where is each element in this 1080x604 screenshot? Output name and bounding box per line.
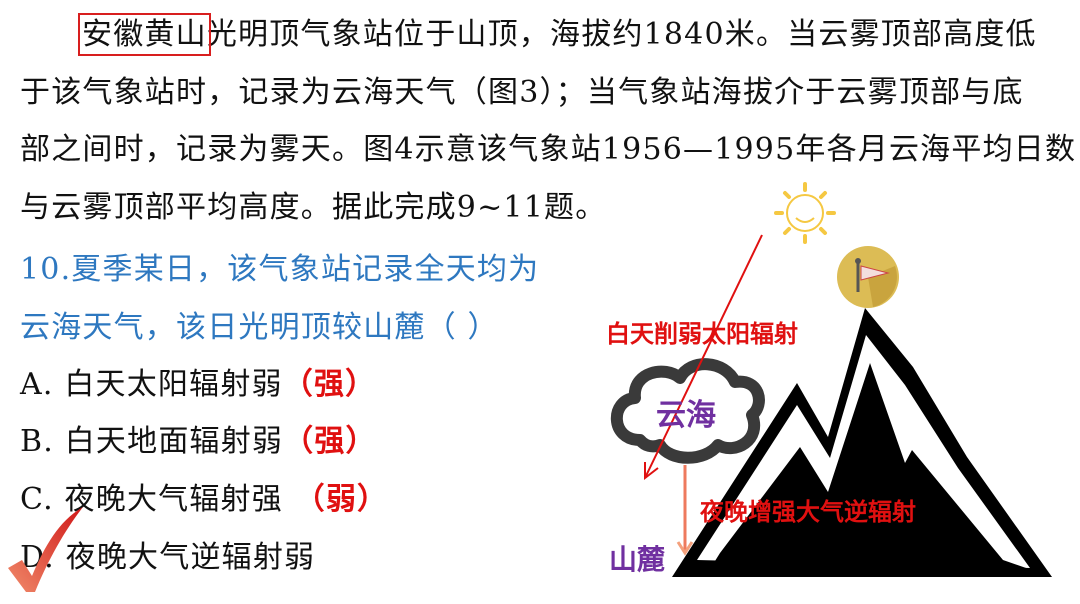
weather-station-icon [837,246,899,308]
counter-arrowhead [676,541,694,556]
highlighted-term: 安徽黄山 [78,13,211,56]
option-b[interactable]: B. 白天地面辐射弱（强） [20,424,377,459]
passage-line-2: 于该气象站时，记录为云海天气（图3）；当气象站海拔介于云雾顶部与底 [20,75,1024,110]
passage-line-3: 部之间时，记录为雾天。图4示意该气象站1956—1995年各月云海平均日数 [20,132,1077,167]
sun-icon [774,182,836,244]
cloud-icon [610,358,765,464]
solar-arrowhead [644,462,659,481]
mountain-icon [672,308,1052,577]
label-night-radiation: 夜晚增强大气逆辐射 [700,498,916,526]
label-day-radiation: 白天削弱太阳辐射 [606,320,798,348]
question-line-2: 云海天气，该日光明顶较山麓（ ） [20,310,499,345]
option-c[interactable]: C. 夜晚大气辐射强 （弱） [20,482,389,517]
passage-line-4: 与云雾顶部平均高度。据此完成9~11题。 [20,190,607,225]
checkmark-icon [8,507,83,592]
label-cloud-sea: 云海 [656,398,716,433]
option-d[interactable]: D. 夜晚大气逆辐射弱 [20,540,316,575]
solar-radiation-arrow [644,234,763,479]
label-mountain-foot: 山麓 [609,543,666,576]
passage-line-1: 安徽黄山光明顶气象站位于山顶，海拔约1840米。当云雾顶部高度低 [78,13,1037,56]
question-line-1: 10.夏季某日，该气象站记录全天均为 [20,252,540,287]
option-a[interactable]: A. 白天太阳辐射弱（强） [20,367,377,402]
